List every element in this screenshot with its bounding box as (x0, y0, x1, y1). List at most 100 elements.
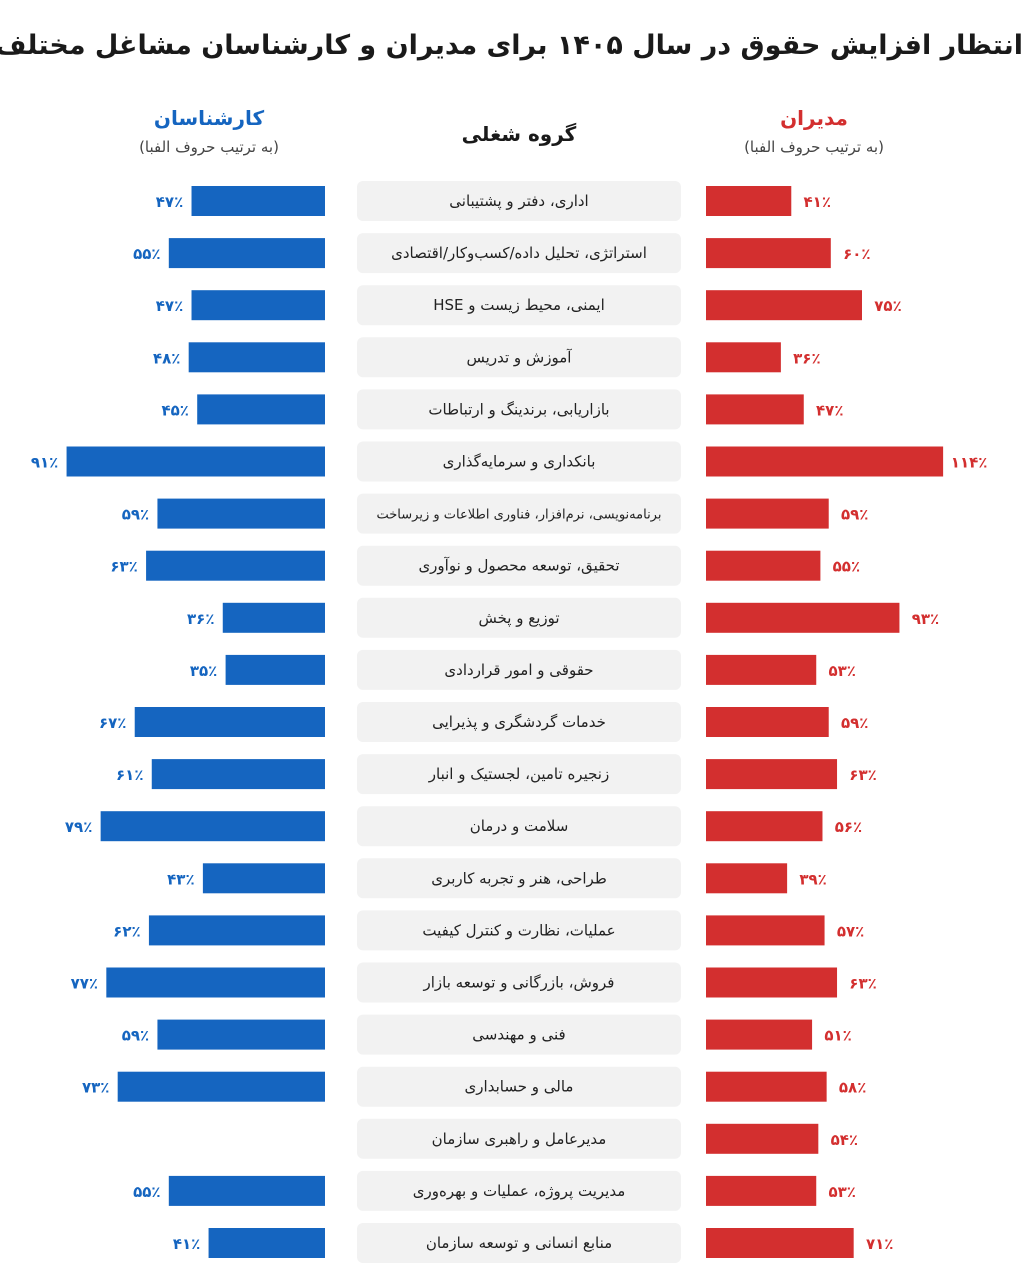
experts-bar (198, 394, 326, 425)
chart-row: منابع انسانی و توسعه سازمان ۴۱٪ ۷۱٪ (174, 1223, 894, 1263)
category-label: بانکداری و سرمایه‌گذاری (444, 453, 597, 471)
group-header: گروه شغلی (420, 122, 620, 146)
experts-bar (118, 1071, 327, 1102)
category-label: مدیرعامل و راهبری سازمان (433, 1130, 608, 1148)
chart-row: عملیات، نظارت و کنترل کیفیت ۶۲٪ ۵۷٪ (114, 910, 865, 951)
chart-row: بازاریابی، برندینگ و ارتباطات ۴۵٪ ۴۷٪ (162, 389, 844, 430)
managers-value-label: ۵۶٪ (836, 818, 863, 836)
managers-value-label: ۵۳٪ (830, 662, 857, 680)
category-label: مالی و حسابداری (466, 1078, 575, 1096)
category-label: مدیریت پروژه، عملیات و بهره‌وری (414, 1182, 626, 1201)
category-label: ایمنی، محیط زیست و HSE (434, 296, 606, 314)
category-label: منابع انسانی و توسعه سازمان (427, 1234, 613, 1252)
experts-bar (223, 602, 326, 633)
category-label-bg (358, 389, 682, 430)
experts-bar (226, 654, 326, 685)
managers-bar (707, 394, 805, 425)
experts-value-label: ۴۷٪ (157, 193, 184, 211)
managers-bar (707, 602, 901, 633)
experts-bar (203, 863, 326, 894)
chart-row: مدیرعامل و راهبری سازمان ۵۴٪ (358, 1118, 859, 1159)
managers-value-label: ۶۰٪ (844, 245, 871, 263)
managers-bar (707, 1071, 828, 1102)
experts-value-label: ۴۷٪ (157, 297, 184, 315)
chart-row: حقوقی و امور قراردادی ۳۵٪ ۵۳٪ (191, 649, 857, 690)
experts-value-label: ۴۸٪ (154, 349, 181, 367)
managers-bar (707, 863, 789, 894)
managers-bar (707, 186, 793, 216)
managers-header-subtitle: (به ترتیب حروف الفبا) (745, 138, 885, 156)
managers-bar (707, 1123, 820, 1154)
experts-header: کارشناسان (به ترتیب حروف الفبا) (110, 106, 310, 156)
chart-row: استراتژی، تحلیل داده/کسب‌وکار/اقتصادی ۵۵٪… (134, 233, 872, 274)
chart-row: ایمنی، محیط زیست و HSE ۴۷٪ ۷۵٪ (157, 285, 903, 326)
experts-value-label: ۳۶٪ (188, 610, 215, 628)
managers-value-label: ۷۵٪ (875, 297, 902, 315)
experts-value-label: ۷۷٪ (72, 975, 99, 993)
managers-bar (707, 342, 782, 373)
experts-value-label: ۶۳٪ (111, 558, 138, 576)
category-label-bg (358, 649, 682, 690)
managers-bar (707, 1175, 818, 1206)
managers-value-label: ۳۶٪ (794, 349, 821, 367)
chart-row: سلامت و درمان ۷۹٪ ۵۶٪ (66, 806, 863, 847)
managers-value-label: ۵۸٪ (840, 1079, 867, 1097)
category-label-bg (358, 962, 682, 1003)
experts-value-label: ۵۹٪ (123, 506, 150, 524)
managers-value-label: ۴۱٪ (805, 193, 832, 211)
managers-value-label: ۶۳٪ (850, 975, 877, 993)
managers-value-label: ۵۴٪ (832, 1131, 859, 1149)
managers-bar (707, 290, 863, 321)
category-label-bg (358, 1170, 682, 1211)
experts-bar (192, 290, 326, 321)
managers-bar (707, 550, 822, 581)
category-label-bg (358, 493, 682, 534)
managers-value-label: ۹۳٪ (913, 610, 940, 628)
category-label: سلامت و درمان (471, 817, 570, 835)
chart-row: طراحی، هنر و تجربه کاربری ۴۳٪ ۳۹٪ (168, 858, 828, 899)
managers-value-label: ۵۹٪ (842, 506, 869, 524)
chart-row: بانکداری و سرمایه‌گذاری ۹۱٪ ۱۱۴٪ (32, 441, 988, 482)
managers-bar (707, 915, 826, 946)
category-label: طراحی، هنر و تجربه کاربری (432, 869, 608, 887)
category-label-bg (358, 545, 682, 586)
experts-value-label: ۴۱٪ (174, 1235, 201, 1253)
group-header-title: گروه شغلی (462, 122, 578, 146)
experts-value-label: ۶۷٪ (100, 714, 127, 732)
category-label-bg (358, 337, 682, 378)
chart-row: برنامه‌نویسی، نرم‌افزار، فناوری اطلاعات … (123, 493, 869, 534)
chart-row: مدیریت پروژه، عملیات و بهره‌وری ۵۵٪ ۵۳٪ (134, 1170, 857, 1211)
managers-bar (707, 498, 830, 529)
chart-row: فنی و مهندسی ۵۹٪ ۵۱٪ (123, 1014, 853, 1055)
chart-row: خدمات گردشگری و پذیرایی ۶۷٪ ۵۹٪ (100, 702, 869, 742)
category-label: حقوقی و امور قراردادی (445, 661, 594, 679)
experts-bar (107, 967, 326, 998)
category-label: فنی و مهندسی (473, 1026, 566, 1044)
category-label: آموزش و تدریس (468, 348, 574, 366)
managers-header-title: مدیران (781, 106, 849, 130)
category-label: زنجیره تامین، لجستیک و انبار (429, 765, 610, 783)
experts-value-label: ۶۱٪ (117, 766, 144, 784)
managers-value-label: ۳۹٪ (800, 870, 827, 888)
chart-row: فروش، بازرگانی و توسعه بازار ۷۷٪ ۶۳٪ (72, 962, 878, 1003)
category-label-bg (358, 754, 682, 795)
managers-value-label: ۵۱٪ (825, 1027, 852, 1045)
category-label-bg (358, 806, 682, 847)
category-label: تحقیق، توسعه محصول و نوآوری (419, 557, 620, 575)
category-label: اداری، دفتر و پشتیبانی (450, 192, 589, 211)
managers-value-label: ۵۷٪ (838, 922, 865, 940)
category-label-bg (358, 702, 682, 742)
managers-value-label: ۵۵٪ (834, 558, 861, 576)
chart-row: آموزش و تدریس ۴۸٪ ۳۶٪ (154, 337, 822, 378)
category-label-bg (358, 1014, 682, 1055)
category-label-bg (358, 441, 682, 482)
managers-bar (707, 707, 830, 737)
experts-bar (192, 186, 326, 216)
experts-bar (149, 915, 326, 946)
category-label: عملیات، نظارت و کنترل کیفیت (423, 921, 616, 939)
managers-bar (707, 654, 818, 685)
experts-value-label: ۵۵٪ (134, 245, 161, 263)
category-label: خدمات گردشگری و پذیرایی (433, 713, 607, 732)
category-label-bg (358, 910, 682, 951)
